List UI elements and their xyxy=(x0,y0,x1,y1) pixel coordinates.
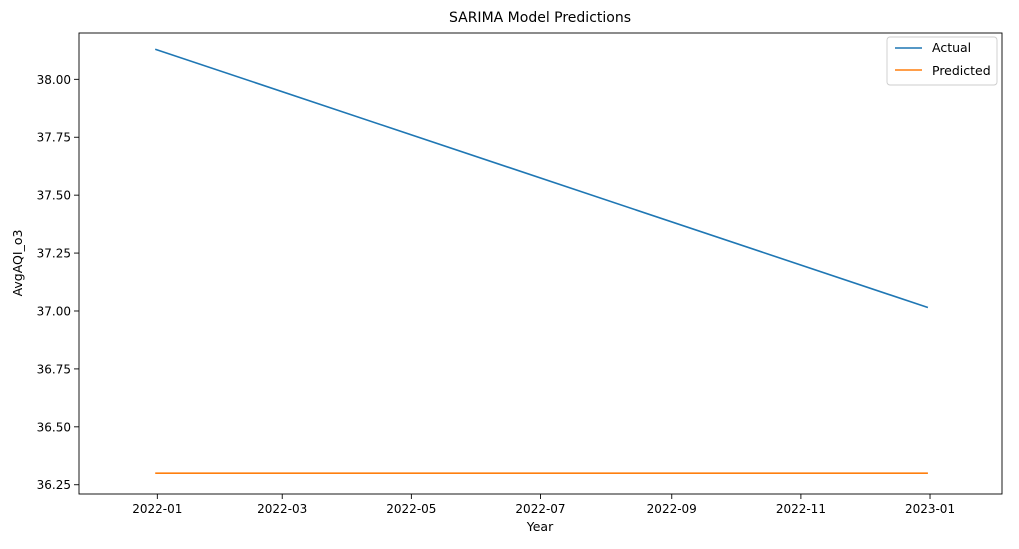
x-axis: 2022-01 2022-03 2022-05 2022-07 2022-09 2022-… xyxy=(132,494,955,516)
series-layer xyxy=(154,48,929,474)
legend-label-predicted: Predicted xyxy=(932,63,991,78)
plot-frame xyxy=(78,32,1003,495)
x-tick-label: 2022-11 xyxy=(776,502,826,516)
x-tick-label: 2022-03 xyxy=(257,502,307,516)
y-tick-label: 38.00 xyxy=(37,73,71,87)
y-tick-label: 36.50 xyxy=(37,420,71,434)
legend-label-actual: Actual xyxy=(932,40,971,55)
series-line-actual xyxy=(154,48,929,309)
x-tick-label: 2022-05 xyxy=(386,502,436,516)
y-axis-label: AvgAQI_o3 xyxy=(10,230,25,297)
x-tick-label: 2022-01 xyxy=(132,502,182,516)
y-tick-label: 37.25 xyxy=(37,247,71,261)
y-tick-label: 36.75 xyxy=(37,362,71,376)
y-tick-label: 37.00 xyxy=(37,304,71,318)
y-axis: 36.25 36.50 36.75 37.00 37.25 37.50 37.75 38.00 xyxy=(37,73,79,492)
legend: Actual Predicted xyxy=(886,36,998,86)
chart-title: SARIMA Model Predictions xyxy=(449,10,631,26)
y-tick-label: 37.50 xyxy=(37,189,71,203)
legend-box xyxy=(886,36,998,86)
x-tick-label: 2022-07 xyxy=(515,502,565,516)
y-tick-label: 36.25 xyxy=(37,478,71,492)
x-axis-label: Year xyxy=(526,519,554,534)
x-tick-label: 2023-01 xyxy=(905,502,955,516)
x-tick-label: 2022-09 xyxy=(647,502,697,516)
y-tick-label: 37.75 xyxy=(37,131,71,145)
